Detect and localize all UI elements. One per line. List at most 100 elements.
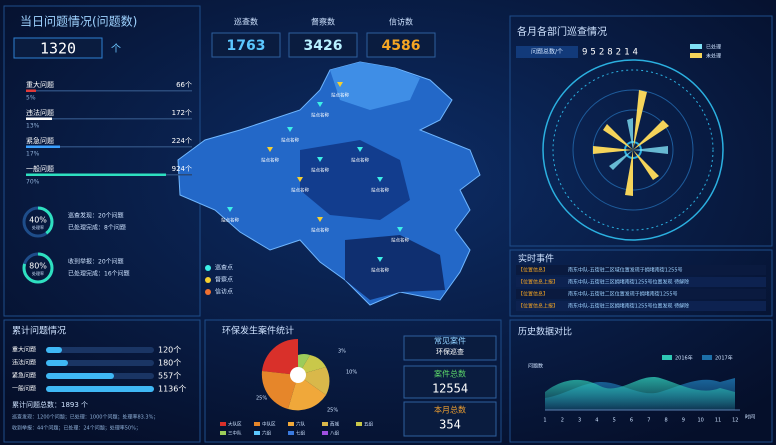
issue-count: 172个 (172, 109, 192, 117)
item-count: 120个 (158, 346, 181, 355)
stat-box (288, 32, 358, 58)
map (177, 61, 481, 306)
issue-bar (26, 117, 52, 120)
x-tick-label: 5 (613, 418, 616, 424)
issue-bar (26, 89, 36, 92)
site-label: 站点名称 (291, 187, 309, 194)
legend-swatch (356, 422, 362, 426)
item-name: 一般问题 (12, 385, 36, 393)
event-tag: 【位置信息上报】 (518, 303, 558, 310)
box-value: 354 (439, 418, 461, 432)
legend-label: 2016年 (675, 355, 693, 362)
legend-swatch (690, 44, 702, 49)
legend-label: 三中队 (228, 430, 242, 437)
legend-swatch (322, 422, 328, 426)
issue-pct: 70% (26, 179, 40, 186)
box-title: 常见案件 (434, 336, 466, 346)
map-pin (227, 207, 233, 212)
counter: 1320 (40, 40, 76, 58)
event-tag: 【位置信息】 (518, 291, 548, 298)
stat-label: 督察数 (311, 17, 335, 27)
legend-label: 2017年 (715, 355, 733, 362)
x-tick-label: 6 (630, 418, 633, 424)
box-title: 案件总数 (434, 369, 466, 379)
panel-title: 实时事件 (518, 253, 554, 265)
area-2016 (545, 377, 735, 410)
legend-swatch (662, 355, 672, 360)
event-row (516, 277, 766, 287)
legend-label: 中队区 (262, 421, 276, 428)
stat-box (211, 32, 281, 58)
legend-label: 巡查点 (215, 264, 233, 272)
stat-value: 4586 (382, 38, 421, 54)
pie-label: 25% (256, 396, 267, 402)
issue-bar (26, 173, 166, 176)
legend-label: 六队 (296, 421, 305, 428)
issue-track (26, 118, 192, 120)
legend-label: 七组 (296, 430, 305, 437)
site-label: 站点名称 (371, 267, 389, 274)
site-label: 站点名称 (281, 137, 299, 144)
stat-value: 1763 (227, 38, 266, 54)
item-bar (46, 386, 154, 392)
legend-swatch (205, 277, 211, 283)
legend-label: 八组 (330, 430, 339, 437)
event-text: 南东中队-五街驻二区位置发现于拥堵南街1255号 (568, 291, 678, 298)
item-name: 违法问题 (12, 359, 36, 367)
map-pin (337, 82, 343, 87)
item-track (46, 347, 154, 353)
x-tick-label: 10 (698, 418, 704, 424)
pie-label: 25% (327, 408, 338, 414)
site-label: 站点名称 (351, 157, 369, 164)
map-district (330, 62, 420, 110)
box-value: 12554 (432, 382, 468, 396)
event-row (516, 289, 766, 299)
site-label: 站点名称 (311, 112, 329, 119)
site-label: 站点名称 (391, 237, 409, 244)
cases-boxes (403, 335, 497, 437)
legend-swatch (690, 53, 702, 58)
legend-swatch (288, 422, 294, 426)
legend-label: 西城 (330, 421, 339, 428)
event-row (516, 301, 766, 311)
panel-title: 各月各部门巡查情况 (517, 25, 607, 38)
issue-pct: 5% (26, 95, 36, 102)
map-pin (297, 177, 303, 182)
item-count: 180个 (158, 359, 181, 368)
item-bar (46, 360, 68, 366)
map-pin (357, 147, 363, 152)
legend-label: 五组 (364, 421, 373, 428)
stat-value: 3426 (304, 38, 343, 54)
issue-name: 紧急问题 (26, 136, 54, 145)
box-title: 本月总数 (434, 405, 466, 415)
legend-swatch (205, 265, 211, 271)
x-tick-label: 1 (543, 418, 546, 424)
item-track (46, 360, 154, 366)
site-label: 站点名称 (371, 187, 389, 194)
map-pin (377, 177, 383, 182)
site-label: 站点名称 (221, 217, 239, 224)
box-value: 环保巡查 (436, 347, 464, 356)
legend-label: 大队区 (228, 421, 242, 428)
total-digits: 9528214 (582, 48, 641, 58)
event-text: 南东中队-五街驻二区域位置发现于拥堵南街1255号 (568, 267, 683, 274)
gauge-caption: 处理率 (32, 270, 44, 276)
polar-chart (542, 59, 724, 241)
item-name: 紧急问题 (12, 372, 36, 380)
gauge-line: 收到举报：20个问题 (68, 258, 124, 266)
legend-label: 未处理 (706, 53, 721, 60)
x-tick-label: 12 (732, 418, 738, 424)
x-tick-label: 2 (561, 418, 564, 424)
item-name: 重大问题 (12, 346, 36, 354)
stat-box (366, 32, 436, 58)
issue-name: 一般问题 (26, 164, 54, 173)
x-tick-label: 9 (682, 418, 685, 424)
gauge-arc (22, 206, 54, 238)
pie-label: 3% (338, 349, 346, 355)
panel-title: 当日问题情况(问题数) (20, 14, 137, 29)
counter-box (13, 37, 103, 59)
pie-label: 10% (346, 370, 357, 376)
gauge-line: 已处理完成：8个问题 (68, 224, 126, 232)
gauge-line: 已处理完成：16个问题 (68, 270, 130, 278)
